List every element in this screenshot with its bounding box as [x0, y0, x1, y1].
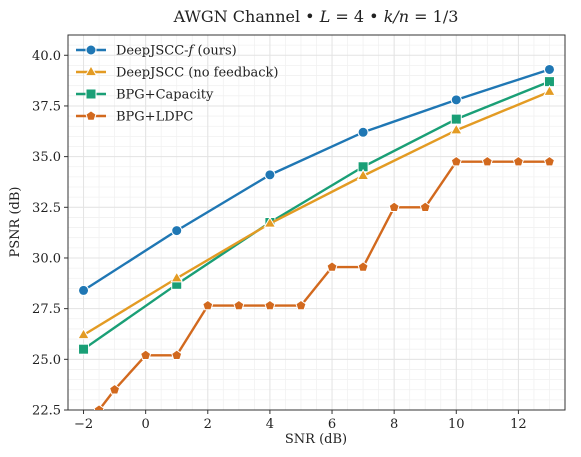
data-point [171, 225, 183, 237]
legend-item: DeepJSCC-f (ours) [76, 44, 237, 59]
series-line [82, 80, 550, 351]
x-tick-label: 10 [448, 417, 465, 432]
data-point [171, 349, 183, 360]
x-tick-label: 6 [328, 417, 336, 432]
data-point [481, 155, 493, 167]
legend-label: BPG+LDPC [116, 110, 193, 125]
legend-label: BPG+Capacity [116, 88, 214, 103]
legend-item: BPG+Capacity [76, 88, 214, 103]
data-point [140, 349, 152, 360]
data-point [295, 299, 307, 311]
y-tick-label: 25.0 [32, 353, 61, 368]
data-point [326, 261, 338, 272]
x-tick-label: 4 [266, 417, 274, 432]
y-tick-label: 37.5 [32, 99, 61, 114]
y-tick-label: 22.5 [32, 404, 61, 419]
data-point [450, 155, 462, 167]
data-point [543, 63, 555, 75]
x-tick-label: 2 [204, 417, 212, 432]
x-tick-label: −2 [74, 417, 93, 432]
data-point [77, 327, 90, 340]
series-2 [77, 84, 556, 340]
legend-swatch-marker [85, 44, 97, 56]
data-point [202, 299, 214, 311]
data-point [356, 168, 370, 180]
data-point [450, 113, 462, 125]
data-point [78, 284, 90, 296]
data-point [170, 271, 184, 283]
legend-item: DeepJSCC (no feedback) [76, 64, 279, 81]
x-axis-ticks: −2 0 2 4 6 8 10 12 [74, 410, 527, 432]
data-point [357, 126, 369, 138]
legend-swatch-marker [85, 88, 97, 100]
data-point [449, 123, 463, 135]
plot-frame [67, 34, 566, 411]
data-point [109, 383, 121, 395]
legend-label: DeepJSCC-f (ours) [116, 44, 237, 59]
data-point [263, 216, 277, 228]
x-tick-label: 0 [142, 417, 150, 432]
data-point [450, 94, 462, 106]
chart-title: AWGN Channel • L = 4 • k/n = 1/3 [173, 7, 459, 26]
y-tick-label: 32.5 [32, 201, 61, 216]
data-point [93, 404, 105, 410]
data-point [357, 261, 369, 272]
series-1 [78, 63, 555, 296]
y-tick-label: 35.0 [32, 150, 61, 165]
data-point [512, 155, 524, 167]
series-layer [77, 63, 556, 410]
series-4 [93, 155, 555, 410]
x-axis-label: SNR (dB) [285, 432, 347, 447]
legend-swatch-marker [84, 64, 98, 77]
x-tick-label: 8 [390, 417, 398, 432]
legend: DeepJSCC-f (ours) DeepJSCC (no feedback) B… [76, 44, 279, 125]
y-tick-label: 40.0 [32, 49, 61, 64]
legend-swatch-marker [85, 110, 97, 121]
data-point [388, 201, 400, 212]
x-tick-label: 12 [510, 417, 527, 432]
y-tick-label: 27.5 [32, 302, 61, 317]
data-point [264, 169, 276, 181]
data-point [543, 155, 555, 167]
legend-label: DeepJSCC (no feedback) [116, 66, 279, 81]
data-point [543, 84, 556, 96]
series-line [82, 90, 550, 337]
y-axis-label: PSNR (dB) [8, 187, 23, 258]
data-point [233, 299, 245, 311]
data-point [419, 201, 431, 212]
data-point [78, 343, 90, 355]
data-point [264, 299, 276, 311]
series-line [98, 160, 550, 410]
y-tick-label: 30.0 [32, 251, 61, 266]
series-line [82, 68, 550, 292]
y-axis-ticks: 22.5 25.0 27.5 30.0 32.5 35.0 37.5 40.0 [32, 49, 68, 419]
legend-item: BPG+LDPC [76, 110, 193, 125]
